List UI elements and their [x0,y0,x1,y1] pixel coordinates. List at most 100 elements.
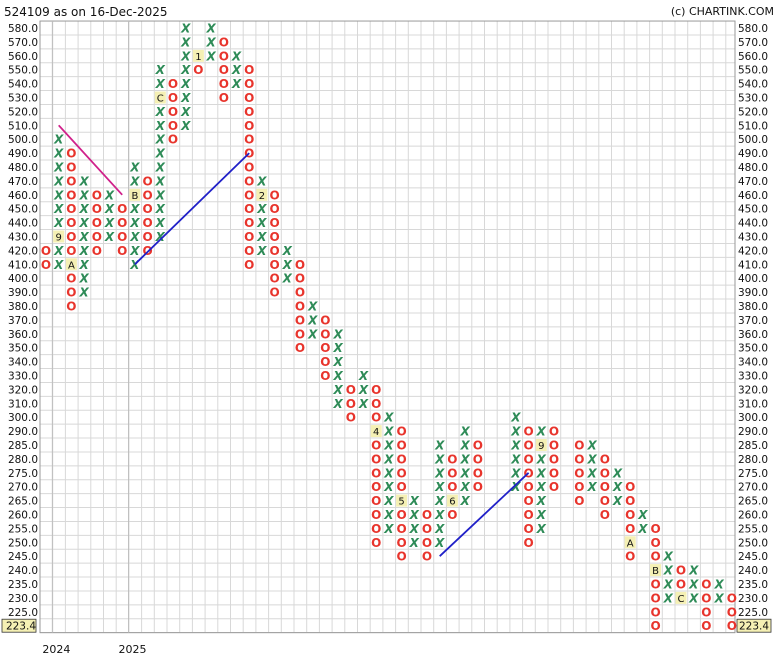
y-tick-label-left: 480.0 [8,162,38,174]
o-mark: O [168,133,178,147]
o-mark: O [371,397,381,411]
y-tick-label-right: 370.0 [738,315,768,327]
x-mark: X [53,202,64,216]
x-mark: X [180,105,191,119]
month-marker-box [535,439,547,451]
x-mark: X [78,230,89,244]
y-tick-label-left: 275.0 [8,468,38,480]
x-mark: X [155,119,166,133]
o-mark: O [142,216,152,230]
x-mark: X [78,188,89,202]
x-mark: X [663,578,674,592]
o-mark: O [244,258,254,272]
o-mark: O [447,508,457,522]
x-mark: X [332,355,343,369]
x-mark: X [434,480,445,494]
o-mark: O [66,147,76,161]
y-tick-label-left: 370.0 [8,315,38,327]
resistance-trend-line [58,124,123,196]
month-marker-box [129,188,141,201]
o-mark: O [371,439,381,453]
o-mark: O [396,550,406,564]
o-mark: O [549,466,559,480]
o-mark: O [244,244,254,258]
o-mark: O [549,452,559,466]
x-mark: X [53,161,64,175]
o-mark: O [574,452,584,466]
o-mark: O [396,452,406,466]
o-mark: O [650,522,660,536]
y-tick-label-left: 230.0 [8,593,38,605]
x-mark: X [383,480,394,494]
x-mark: X [637,508,648,522]
y-tick-label-right: 245.0 [738,551,768,563]
x-mark: X [536,522,547,536]
x-mark: X [53,258,64,272]
o-mark: O [269,230,279,244]
x-mark: X [180,22,191,36]
o-mark: O [168,105,178,119]
o-mark: O [320,341,330,355]
o-mark: O [396,536,406,550]
o-mark: O [269,244,279,258]
o-mark: O [295,286,305,300]
o-mark: O [295,313,305,327]
x-mark: X [53,174,64,188]
y-tick-label-right: 580.0 [738,23,768,35]
x-mark: X [358,369,369,383]
y-tick-label-right: 400.0 [738,273,768,285]
o-mark: O [41,258,51,272]
month-marker: C [157,94,164,105]
y-tick-label-left: 560.0 [8,51,38,63]
o-mark: O [117,202,127,216]
month-marker-box [396,494,408,507]
x-mark: X [510,425,521,439]
x-mark: X [510,466,521,480]
month-marker: 9 [538,441,544,452]
o-mark: O [422,522,432,536]
o-mark: O [422,536,432,550]
o-mark: O [676,578,686,592]
o-mark: O [92,202,102,216]
x-mark: X [129,216,140,230]
o-mark: O [371,508,381,522]
x-mark: X [155,77,166,91]
o-mark: O [371,383,381,397]
year-label: 2025 [119,643,147,656]
y-tick-label-right: 470.0 [738,176,768,188]
x-mark: X [104,188,115,202]
o-mark: O [320,313,330,327]
x-mark: X [459,480,470,494]
month-marker-box [154,91,166,104]
y-tick-label-right: 280.0 [738,454,768,466]
o-mark: O [168,91,178,105]
y-tick-label-left: 420.0 [8,245,38,257]
y-tick-label-left: 360.0 [8,329,38,341]
x-mark: X [155,63,166,77]
y-tick-label-right: 560.0 [738,51,768,63]
month-marker-box [650,564,662,577]
x-mark: X [78,272,89,286]
o-mark: O [523,480,533,494]
month-marker-box [192,49,204,62]
x-mark: X [78,286,89,300]
y-tick-label-right: 540.0 [738,79,768,91]
o-mark: O [244,119,254,133]
y-tick-label-left: 270.0 [8,482,38,494]
month-marker-box [370,425,382,438]
y-tick-label-left: 280.0 [8,454,38,466]
o-mark: O [142,174,152,188]
y-tick-label-left: 285.0 [8,440,38,452]
x-mark: X [129,230,140,244]
o-mark: O [92,216,102,230]
month-marker-box [624,536,636,549]
y-tick-label-left: 540.0 [8,79,38,91]
o-mark: O [117,230,127,244]
o-mark: O [320,369,330,383]
o-mark: O [523,439,533,453]
y-tick-label-left: 300.0 [8,412,38,424]
y-tick-label-left: 440.0 [8,218,38,230]
y-tick-label-left: 350.0 [8,343,38,355]
x-mark: X [155,161,166,175]
y-tick-label-right: 410.0 [738,259,768,271]
